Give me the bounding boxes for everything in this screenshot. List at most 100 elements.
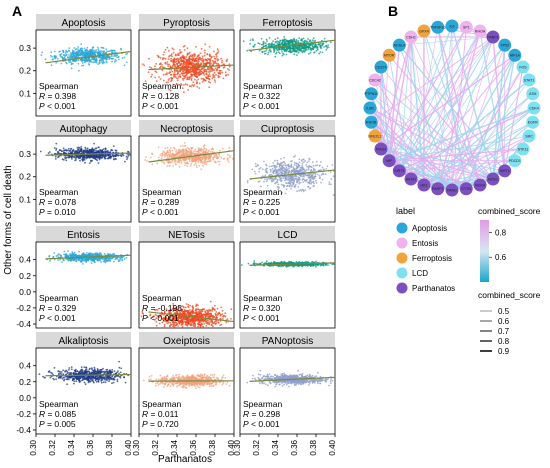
scatter-point [301,50,304,53]
scatter-point [74,254,76,256]
scatter-point [87,50,89,52]
scatter-point [113,145,115,148]
scatter-point [290,171,293,174]
scatter-point [191,84,194,86]
scatter-point [189,304,192,307]
scatter-point [217,58,220,61]
scatter-point [319,45,322,48]
scatter-point [185,150,187,153]
scatter-point [200,70,203,72]
scatter-point [278,48,281,51]
scatter-point [190,75,193,78]
scatter-point [314,40,317,42]
scatter-point [98,146,100,149]
scatter-point [94,49,96,52]
scatter-point [229,156,232,159]
scatter-point [209,59,212,62]
scatter-point [102,260,105,263]
scatter-point [86,147,89,150]
scatter-point [290,166,293,169]
scatter-point [319,161,322,163]
scatter-point [298,158,301,161]
scatter-point [95,59,98,62]
scatter-point [166,151,169,154]
scatter-point [212,76,215,78]
scatter-point [127,150,129,153]
scatter-point [282,177,285,180]
scatter-point [298,182,300,185]
scatter-point [261,51,264,54]
scatter-point [310,169,313,172]
scatter-point [92,57,94,59]
scatter-point [86,251,88,254]
scatter-point [292,47,294,50]
trend-line [45,50,132,64]
scatter-point [252,39,255,42]
scatter-point [85,54,88,57]
scatter-point [203,160,205,163]
scatter-point [174,73,177,76]
scatter-point [95,151,98,154]
scatter-point [312,185,315,188]
scatter-point [167,81,169,84]
scatter-point [295,39,298,41]
scatter-point [186,76,189,78]
scatter-point [271,167,274,170]
scatter-point [123,258,126,260]
scatter-point [114,58,117,61]
scatter-point [63,53,65,56]
scatter-point [215,311,218,313]
scatter-point [208,45,211,48]
scatter-point [223,157,226,160]
stat-p: P < 0.001 [39,101,76,111]
scatter-point [287,178,290,181]
scatter-point [330,183,332,186]
scatter-point [177,149,180,152]
scatter-point [274,38,277,41]
y-tick-label: 0.2 [19,172,31,182]
scatter-point [172,165,174,167]
scatter-point [171,65,174,67]
scatter-point [109,57,112,59]
scatter-point [287,47,290,50]
scatter-point [182,72,185,74]
scatter-point [169,153,172,155]
scatter-point [294,155,297,157]
scatter-point [179,76,182,78]
scatter-point [275,181,277,184]
scatter-point [171,149,174,152]
panel-b-letter: B [388,3,398,19]
scatter-point [72,55,75,58]
scatter-point [178,58,181,60]
scatter-point [174,163,177,166]
scatter-point [326,165,329,168]
scatter-point [79,150,81,153]
scatter-point [125,53,127,56]
scatter-point [224,71,227,74]
scatter-point [258,49,261,52]
scatter-point [261,168,264,171]
scatter-point [297,51,300,54]
scatter-point [112,155,115,158]
scatter-point [156,162,159,165]
scatter-point [151,152,153,155]
scatter-point [186,83,189,86]
scatter-point [186,165,189,168]
scatter-point [169,151,172,153]
scatter-point [188,59,191,62]
scatter-point [162,150,165,153]
scatter-point [275,51,278,54]
scatter-point [311,161,314,164]
scatter-point [304,173,307,176]
scatter-point [331,164,334,166]
scatter-point [270,169,272,172]
scatter-point [288,40,291,43]
stat-r: R = 0.322 [243,91,280,101]
scatter-point [221,61,223,64]
scatter-point [216,69,218,72]
scatter-point [196,62,199,65]
scatter-point [193,63,196,66]
scatter-point [309,182,311,185]
